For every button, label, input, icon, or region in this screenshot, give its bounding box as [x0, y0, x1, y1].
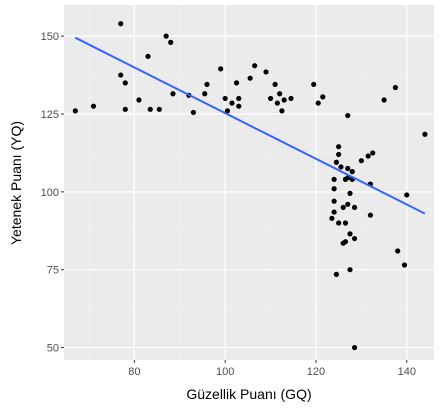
- data-point: [170, 91, 176, 97]
- data-point: [277, 91, 283, 97]
- data-point: [404, 192, 410, 198]
- data-point: [267, 95, 274, 102]
- data-point: [336, 151, 342, 158]
- data-point: [351, 344, 358, 351]
- major-gridlines: [64, 5, 434, 360]
- plot-panel: [64, 5, 434, 360]
- data-point: [336, 220, 342, 226]
- y-tick-label: 125: [41, 109, 59, 121]
- y-axis-title: Yetenek Puanı (YQ): [8, 121, 24, 245]
- data-point: [236, 103, 242, 109]
- y-tick-label: 150: [41, 31, 59, 43]
- data-point: [202, 91, 208, 97]
- y-tick-label: 50: [47, 343, 59, 355]
- x-tick-label: 80: [128, 366, 140, 378]
- data-point: [263, 69, 269, 75]
- data-point: [351, 204, 358, 211]
- data-point: [365, 153, 371, 159]
- data-point: [279, 108, 285, 114]
- data-point: [342, 220, 349, 226]
- x-axis-ticks: 80 100 120 140: [128, 360, 416, 378]
- data-point: [370, 150, 376, 156]
- data-point: [351, 235, 358, 242]
- data-point: [122, 80, 128, 86]
- data-point: [288, 95, 294, 102]
- data-point: [422, 131, 428, 137]
- data-point: [401, 262, 408, 268]
- data-point: [233, 80, 240, 86]
- data-point: [381, 97, 387, 103]
- data-point: [342, 239, 349, 245]
- data-point: [345, 165, 351, 172]
- data-point: [168, 39, 174, 45]
- data-point: [247, 75, 253, 81]
- x-tick-label: 140: [398, 366, 416, 378]
- data-point: [331, 176, 337, 182]
- data-point: [136, 97, 142, 103]
- y-tick-label: 75: [47, 265, 59, 277]
- data-point: [340, 204, 346, 211]
- data-point: [347, 231, 353, 237]
- data-point: [163, 33, 169, 39]
- data-point: [252, 63, 258, 69]
- data-point: [274, 100, 280, 106]
- data-point: [224, 108, 231, 114]
- data-point: [204, 81, 210, 88]
- data-point: [367, 212, 374, 218]
- data-point: [358, 158, 364, 164]
- data-point: [331, 198, 337, 204]
- data-point: [333, 159, 339, 165]
- data-point: [331, 209, 337, 215]
- data-point: [118, 21, 124, 27]
- data-point: [147, 106, 153, 112]
- trend-line: [74, 36, 426, 215]
- data-point: [338, 164, 344, 170]
- data-point: [118, 72, 124, 78]
- data-point: [345, 201, 351, 207]
- x-axis-title: Güzellik Puanı (GQ): [186, 386, 311, 402]
- data-point: [272, 81, 278, 88]
- data-point: [222, 95, 228, 102]
- data-point: [347, 267, 353, 273]
- data-point: [333, 271, 339, 277]
- data-point: [229, 100, 235, 106]
- x-tick-label: 100: [216, 366, 234, 378]
- data-point: [311, 81, 317, 88]
- data-point: [392, 84, 399, 91]
- minor-gridlines: [64, 5, 434, 360]
- data-point: [315, 100, 321, 106]
- data-point: [345, 112, 351, 119]
- data-point: [236, 95, 242, 102]
- data-point: [336, 144, 342, 150]
- data-point: [329, 215, 335, 221]
- x-tick-label: 120: [307, 366, 325, 378]
- data-point: [190, 109, 196, 116]
- data-point: [281, 97, 287, 103]
- data-point: [395, 248, 401, 254]
- data-point: [72, 108, 78, 114]
- data-point: [90, 103, 97, 109]
- y-tick-label: 100: [41, 187, 59, 199]
- y-axis-ticks: 50 75 100 125 150: [41, 31, 64, 355]
- data-point: [218, 66, 224, 72]
- data-point: [349, 169, 355, 175]
- data-point: [122, 106, 128, 112]
- data-point: [347, 190, 353, 196]
- data-point: [156, 106, 162, 112]
- data-point: [145, 53, 151, 59]
- data-point: [331, 186, 337, 192]
- data-point: [320, 94, 326, 100]
